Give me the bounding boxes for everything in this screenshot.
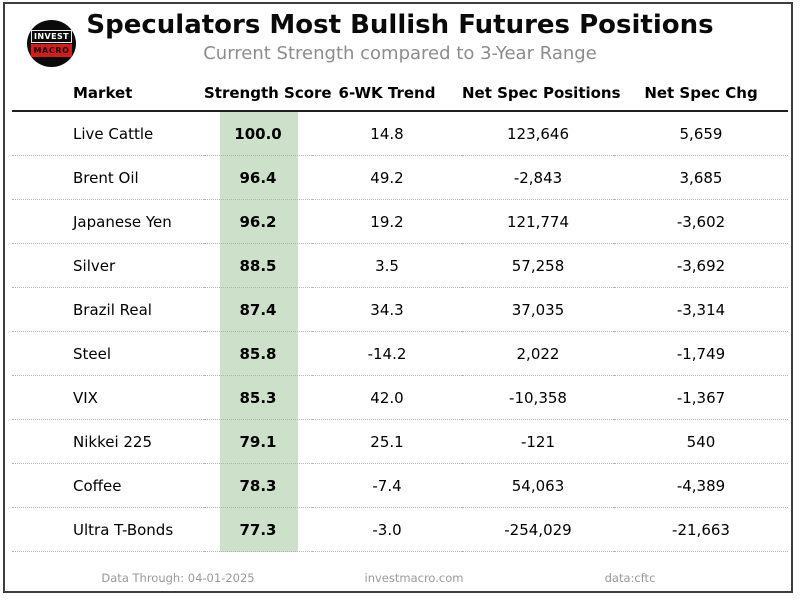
net-spec-positions-cell: 37,035 (462, 287, 614, 332)
trend-cell: -7.4 (312, 463, 462, 508)
net-spec-chg-cell: 5,659 (614, 111, 788, 156)
table-row: Coffee 78.3 -7.4 54,063 -4,389 (12, 463, 788, 508)
futures-positions-table: Market Strength Score 6-WK Trend Net Spe… (12, 76, 788, 552)
net-spec-chg-cell: -21,663 (614, 507, 788, 552)
table-row: Silver 88.5 3.5 57,258 -3,692 (12, 243, 788, 288)
net-spec-positions-cell: -10,358 (462, 375, 614, 420)
investmacro-logo: INVEST MACRO (27, 20, 76, 67)
net-spec-positions-cell: 57,258 (462, 243, 614, 288)
strength-score-cell: 85.8 (204, 331, 312, 376)
market-cell: Brent Oil (12, 155, 204, 200)
logo-macro-label: MACRO (30, 44, 73, 57)
page-subtitle: Current Strength compared to 3-Year Rang… (203, 43, 597, 64)
table-row: Ultra T-Bonds 77.3 -3.0 -254,029 -21,663 (12, 507, 788, 552)
strength-score-cell: 96.4 (204, 155, 312, 200)
market-cell: Nikkei 225 (12, 419, 204, 464)
trend-cell: -3.0 (312, 507, 462, 552)
table-row: Japanese Yen 96.2 19.2 121,774 -3,602 (12, 199, 788, 244)
column-header-market: Market (12, 76, 204, 112)
table-row: Brazil Real 87.4 34.3 37,035 -3,314 (12, 287, 788, 332)
strength-score-cell: 88.5 (204, 243, 312, 288)
page-title: Speculators Most Bullish Futures Positio… (86, 10, 714, 40)
trend-cell: 19.2 (312, 199, 462, 244)
net-spec-positions-cell: 123,646 (462, 111, 614, 156)
table-row: Live Cattle 100.0 14.8 123,646 5,659 (12, 111, 788, 156)
strength-score-cell: 78.3 (204, 463, 312, 508)
table-row: Nikkei 225 79.1 25.1 -121 540 (12, 419, 788, 464)
net-spec-chg-cell: -1,749 (614, 331, 788, 376)
header-row: Market Strength Score 6-WK Trend Net Spe… (12, 76, 788, 112)
trend-cell: 14.8 (312, 111, 462, 156)
table-header: Market Strength Score 6-WK Trend Net Spe… (12, 76, 788, 112)
net-spec-chg-cell: -1,367 (614, 375, 788, 420)
net-spec-positions-cell: -254,029 (462, 507, 614, 552)
net-spec-chg-cell: 3,685 (614, 155, 788, 200)
net-spec-positions-cell: -2,843 (462, 155, 614, 200)
market-cell: Ultra T-Bonds (12, 507, 204, 552)
market-cell: Japanese Yen (12, 199, 204, 244)
market-cell: Steel (12, 331, 204, 376)
strength-score-cell: 77.3 (204, 507, 312, 552)
strength-score-cell: 85.3 (204, 375, 312, 420)
table-row: Steel 85.8 -14.2 2,022 -1,749 (12, 331, 788, 376)
trend-cell: 34.3 (312, 287, 462, 332)
market-cell: Live Cattle (12, 111, 204, 156)
strength-score-cell: 87.4 (204, 287, 312, 332)
footer-site: investmacro.com (364, 571, 464, 585)
market-cell: Coffee (12, 463, 204, 508)
net-spec-positions-cell: 121,774 (462, 199, 614, 244)
strength-score-cell: 100.0 (204, 111, 312, 156)
net-spec-positions-cell: 2,022 (462, 331, 614, 376)
trend-cell: 49.2 (312, 155, 462, 200)
net-spec-chg-cell: -3,314 (614, 287, 788, 332)
trend-cell: 3.5 (312, 243, 462, 288)
net-spec-chg-cell: 540 (614, 419, 788, 464)
trend-cell: 42.0 (312, 375, 462, 420)
net-spec-chg-cell: -4,389 (614, 463, 788, 508)
net-spec-chg-cell: -3,692 (614, 243, 788, 288)
column-header-net-spec-positions: Net Spec Positions (462, 76, 621, 112)
net-spec-positions-cell: 54,063 (462, 463, 614, 508)
footer-source: data:cftc (604, 571, 656, 585)
net-spec-positions-cell: -121 (462, 419, 614, 464)
column-header-strength-score: Strength Score (204, 76, 332, 112)
table-row: VIX 85.3 42.0 -10,358 -1,367 (12, 375, 788, 420)
column-header-net-spec-chg: Net Spec Chg (614, 76, 788, 112)
strength-score-cell: 96.2 (204, 199, 312, 244)
logo-invest-label: INVEST (31, 30, 72, 43)
market-cell: VIX (12, 375, 204, 420)
footer-data-through: Data Through: 04-01-2025 (101, 571, 255, 585)
table-row: Brent Oil 96.4 49.2 -2,843 3,685 (12, 155, 788, 200)
table-body: Live Cattle 100.0 14.8 123,646 5,659 Bre… (12, 111, 788, 552)
column-header-6wk-trend: 6-WK Trend (312, 76, 462, 112)
net-spec-chg-cell: -3,602 (614, 199, 788, 244)
market-cell: Silver (12, 243, 204, 288)
trend-cell: -14.2 (312, 331, 462, 376)
trend-cell: 25.1 (312, 419, 462, 464)
market-cell: Brazil Real (12, 287, 204, 332)
strength-score-cell: 79.1 (204, 419, 312, 464)
